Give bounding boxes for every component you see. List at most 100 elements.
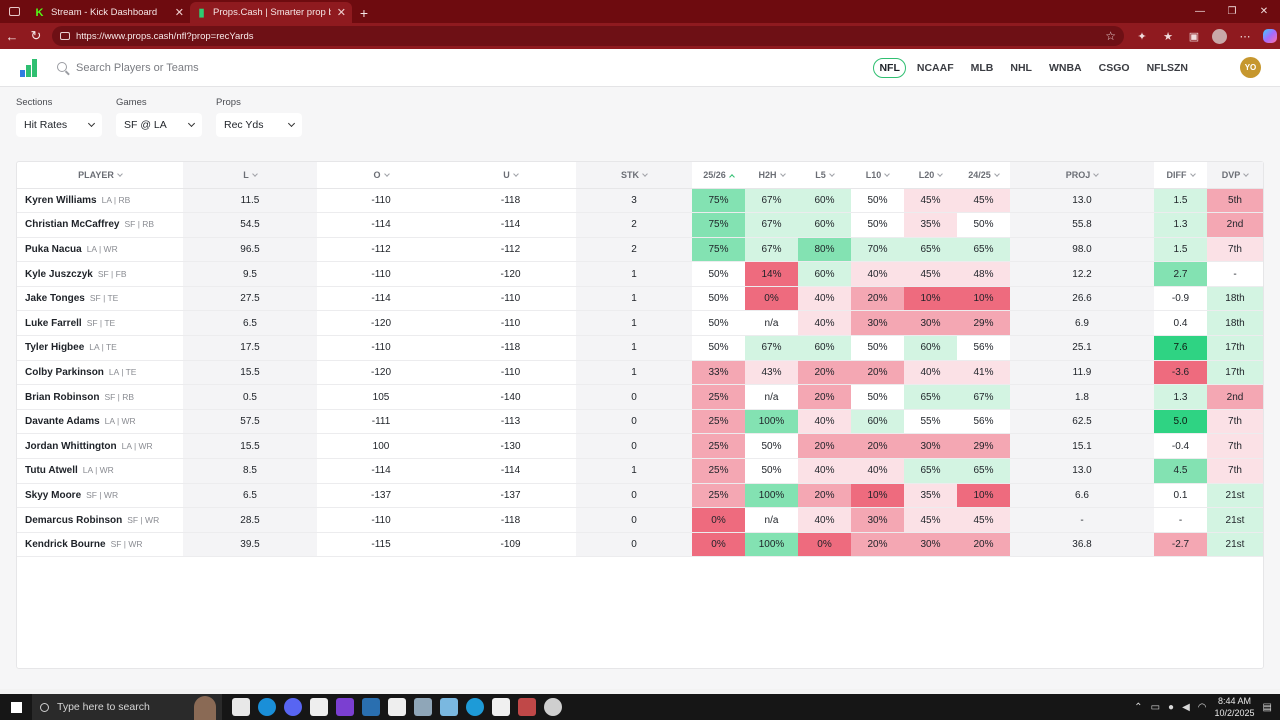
player-cell[interactable]: Kendrick Bourne SF | WR: [17, 532, 183, 558]
capcut-icon[interactable]: [492, 698, 510, 716]
new-tab-button[interactable]: +: [359, 4, 369, 21]
column-header-l5[interactable]: L5: [798, 162, 851, 189]
player-name[interactable]: Kendrick Bourne: [25, 539, 106, 551]
discord-icon[interactable]: [284, 698, 302, 716]
network-icon[interactable]: ▭: [1150, 701, 1161, 713]
table-row[interactable]: Demarcus Robinson SF | WR 28.5 -110 -118 0 0% n…: [17, 507, 1263, 533]
column-header-o[interactable]: O: [317, 162, 445, 189]
player-cell[interactable]: Skyy Moore SF | WR: [17, 483, 183, 509]
collections-icon[interactable]: ▣: [1188, 30, 1200, 43]
column-header-diff[interactable]: DIFF: [1154, 162, 1207, 189]
url-text[interactable]: https://www.props.cash/nfl?prop=recYards: [76, 30, 254, 42]
table-row[interactable]: Tyler Higbee LA | TE 17.5 -110 -118 1 50% 67% 60…: [17, 335, 1263, 361]
column-header-stk[interactable]: STK: [576, 162, 692, 189]
table-row[interactable]: Kyle Juszczyk SF | FB 9.5 -110 -120 1 50% 14% 60…: [17, 261, 1263, 287]
player-name[interactable]: Davante Adams: [25, 416, 100, 428]
document-icon[interactable]: [388, 698, 406, 716]
taskbar-search[interactable]: Type here to search: [32, 694, 222, 720]
favorite-star-icon[interactable]: ☆: [1105, 29, 1116, 43]
back-icon[interactable]: ←: [5, 28, 19, 44]
table-row[interactable]: Skyy Moore SF | WR 6.5 -137 -137 0 25% 100% 20% 1…: [17, 483, 1263, 509]
column-header-u[interactable]: U: [445, 162, 576, 189]
maximize-icon[interactable]: ❐: [1227, 6, 1237, 17]
avatar[interactable]: YO: [1240, 57, 1261, 78]
player-cell[interactable]: Luke Farrell SF | TE: [17, 310, 183, 337]
player-cell[interactable]: Tutu Atwell LA | WR: [17, 458, 183, 484]
props-select[interactable]: Rec Yds: [216, 113, 302, 137]
settings-icon[interactable]: [544, 698, 562, 716]
column-header-proj[interactable]: PROJ: [1010, 162, 1154, 189]
windows-start-icon[interactable]: [0, 694, 32, 720]
window-menu-icon[interactable]: [0, 0, 28, 23]
refresh-icon[interactable]: ↻: [30, 28, 42, 43]
table-row[interactable]: Luke Farrell SF | TE 6.5 -120 -110 1 50% n/a 40%…: [17, 310, 1263, 337]
profile-icon[interactable]: [1212, 28, 1227, 44]
wifi-icon[interactable]: ◠: [1197, 701, 1207, 713]
close-window-icon[interactable]: ✕: [1259, 6, 1269, 17]
player-name[interactable]: Luke Farrell: [25, 317, 82, 329]
address-bar[interactable]: https://www.props.cash/nfl?prop=recYards…: [52, 26, 1124, 46]
chevron-up-icon[interactable]: ⌃: [1134, 701, 1143, 713]
table-row[interactable]: Colby Parkinson LA | TE 15.5 -120 -110 1 33% 43…: [17, 360, 1263, 386]
table-row[interactable]: Puka Nacua LA | WR 96.5 -112 -112 2 75% 67% 80% 7…: [17, 237, 1263, 263]
volume-icon[interactable]: ◀: [1182, 701, 1190, 713]
player-cell[interactable]: Colby Parkinson LA | TE: [17, 360, 183, 386]
browser-icon[interactable]: [466, 698, 484, 716]
player-name[interactable]: Skyy Moore: [25, 489, 82, 501]
props-cash-logo[interactable]: [20, 59, 38, 77]
tab-props-cash[interactable]: ▮ Props.Cash | Smarter prop bets. N ✕: [190, 2, 352, 23]
player-name[interactable]: Demarcus Robinson: [25, 514, 123, 526]
player-name[interactable]: Puka Nacua: [25, 243, 82, 255]
tab-kick-dashboard[interactable]: K Stream - Kick Dashboard ✕: [28, 2, 190, 23]
column-header-h2h[interactable]: H2H: [745, 162, 798, 189]
sections-select[interactable]: Hit Rates: [16, 113, 102, 137]
player-cell[interactable]: Puka Nacua LA | WR: [17, 237, 183, 263]
favorites-icon[interactable]: ★: [1163, 30, 1173, 43]
player-name[interactable]: Tyler Higbee: [25, 342, 85, 354]
media-app-icon[interactable]: [336, 698, 354, 716]
player-cell[interactable]: Tyler Higbee LA | TE: [17, 335, 183, 361]
player-cell[interactable]: Kyren Williams LA | RB: [17, 188, 183, 214]
table-row[interactable]: Kyren Williams LA | RB 11.5 -110 -118 3 75% 67%…: [17, 188, 1263, 214]
player-cell[interactable]: Kyle Juszczyk SF | FB: [17, 261, 183, 287]
column-header-l20[interactable]: L20: [904, 162, 957, 189]
search-input[interactable]: [76, 59, 376, 77]
player-name[interactable]: Colby Parkinson: [25, 366, 104, 378]
table-row[interactable]: Jake Tonges SF | TE 27.5 -114 -110 1 50% 0% 40% 2…: [17, 286, 1263, 312]
league-ncaaf[interactable]: NCAAF: [916, 62, 954, 74]
table-row[interactable]: Kendrick Bourne SF | WR 39.5 -115 -109 0 0% 100…: [17, 532, 1263, 558]
minimize-icon[interactable]: —: [1195, 6, 1205, 17]
table-row[interactable]: Brian Robinson SF | RB 0.5 105 -140 0 25% n/a 20…: [17, 384, 1263, 410]
player-cell[interactable]: Christian McCaffrey SF | RB: [17, 212, 183, 238]
taskbar-search-placeholder[interactable]: Type here to search: [57, 701, 150, 713]
player-name[interactable]: Jake Tonges: [25, 293, 85, 305]
player-name[interactable]: Kyren Williams: [25, 194, 97, 206]
player-name[interactable]: Jordan Whittington: [25, 440, 117, 452]
extensions-icon[interactable]: ✦: [1137, 30, 1147, 43]
column-header-player[interactable]: PLAYER: [17, 162, 183, 189]
league-wnba[interactable]: WNBA: [1048, 62, 1082, 74]
document-icon[interactable]: [310, 698, 328, 716]
more-options-icon[interactable]: ⋯: [1239, 30, 1251, 43]
steam-icon[interactable]: [362, 698, 380, 716]
file-app-icon[interactable]: [232, 698, 250, 716]
league-mlb[interactable]: MLB: [970, 62, 994, 74]
league-nhl[interactable]: NHL: [1010, 62, 1032, 74]
copilot-icon[interactable]: [1263, 29, 1277, 43]
app-icon[interactable]: [414, 698, 432, 716]
edge-icon[interactable]: [258, 698, 276, 716]
column-header-s2526[interactable]: 25/26: [692, 162, 745, 189]
close-icon[interactable]: ✕: [174, 7, 184, 19]
app-icon[interactable]: [440, 698, 458, 716]
player-cell[interactable]: Davante Adams LA | WR: [17, 409, 183, 435]
app-icon[interactable]: [518, 698, 536, 716]
player-cell[interactable]: Brian Robinson SF | RB: [17, 384, 183, 410]
table-row[interactable]: Davante Adams LA | WR 57.5 -111 -113 0 25% 100%…: [17, 409, 1263, 435]
column-header-l10[interactable]: L10: [851, 162, 904, 189]
microphone-icon[interactable]: ●: [1168, 701, 1175, 713]
column-header-dvp[interactable]: DVP: [1207, 162, 1263, 189]
league-nfl[interactable]: NFL: [873, 58, 906, 78]
player-name[interactable]: Kyle Juszczyk: [25, 268, 93, 280]
column-header-s2425[interactable]: 24/25: [957, 162, 1010, 189]
league-csgo[interactable]: CSGO: [1098, 62, 1130, 74]
